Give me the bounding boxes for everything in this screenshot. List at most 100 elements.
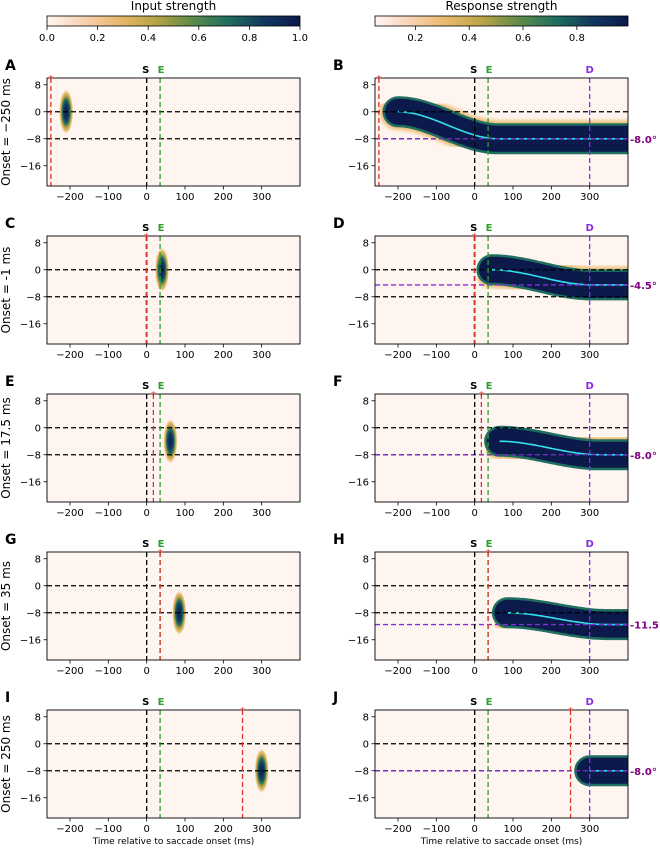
x-tick-label: 300 — [580, 192, 599, 203]
panel-letter: J — [332, 690, 338, 706]
x-tick-label: 200 — [542, 824, 561, 835]
y-tick-label: 8 — [35, 554, 41, 565]
y-tick-label: −16 — [348, 319, 369, 330]
colorbars: Input strength 0.0 0.2 0.4 0.6 0.8 1.0 Response… — [39, 0, 629, 44]
colorbar-tick-label: 0.4 — [140, 33, 156, 44]
y-tick-label: −16 — [348, 635, 369, 646]
x-tick-label: 200 — [214, 508, 233, 519]
x-tick-label: 0 — [143, 350, 149, 361]
response-panel-f: S E* D F −200 −100 0 100 200 300 8 0 −8 −16 -8.0° — [333, 374, 657, 519]
x-tick-label: 0 — [143, 824, 149, 835]
x-tick-label: −100 — [423, 508, 450, 519]
row-label: Onset = -1 ms — [0, 247, 13, 334]
onset-marker: * — [151, 390, 156, 401]
colorbar-tick-label: 0.6 — [515, 33, 531, 44]
y-tick-label: 8 — [35, 712, 41, 723]
x-tick-label: 100 — [175, 350, 194, 361]
colorbar-title: Input strength — [131, 0, 216, 13]
panel-letter: A — [5, 58, 16, 74]
onset-marker: * — [486, 548, 491, 559]
x-tick-label: 300 — [252, 824, 271, 835]
x-tick-label: 200 — [214, 192, 233, 203]
y-tick-label: −8 — [354, 134, 369, 145]
e-marker: E — [486, 223, 493, 234]
colorbar-tick-label: 0.6 — [191, 33, 207, 44]
y-tick-label: 0 — [363, 107, 369, 118]
y-tick-label: 8 — [363, 238, 369, 249]
onset-marker: * — [479, 390, 484, 401]
colorbar-title: Response strength — [446, 0, 558, 13]
onset-marker: * — [144, 232, 149, 243]
panel-letter: B — [333, 58, 344, 74]
x-tick-label: 300 — [580, 824, 599, 835]
plot-frame — [374, 709, 629, 819]
panel-letter: I — [5, 690, 10, 706]
row-label: Onset = 35 ms — [0, 561, 13, 651]
x-tick-label: −200 — [384, 508, 411, 519]
x-tick-label: −200 — [384, 350, 411, 361]
y-tick-label: −8 — [26, 766, 41, 777]
s-marker: S — [142, 223, 149, 234]
y-tick-label: −8 — [354, 608, 369, 619]
plot-frame — [46, 551, 301, 661]
x-tick-label: 0 — [471, 192, 477, 203]
colorbar-tick-label: 0.2 — [90, 33, 106, 44]
y-tick-label: 0 — [363, 581, 369, 592]
x-axis-label-left: Time relative to saccade onset (ms) — [92, 837, 255, 847]
input-panel-c: S E * C −200 −100 0 100 200 300 8 0 −8 −16 Onset = -1 … — [0, 216, 301, 361]
y-tick-label: 8 — [363, 396, 369, 407]
y-tick-label: −16 — [20, 161, 41, 172]
x-tick-label: 300 — [580, 666, 599, 677]
colorbar-gradient — [374, 15, 629, 27]
x-tick-label: 0 — [471, 666, 477, 677]
y-tick-label: −8 — [26, 608, 41, 619]
x-tick-label: 200 — [542, 666, 561, 677]
colorbar-tick-label: 0.8 — [569, 33, 585, 44]
x-tick-label: 100 — [503, 508, 522, 519]
s-marker: S — [470, 223, 477, 234]
panel-letter: F — [333, 374, 343, 390]
onset-marker: * — [376, 74, 381, 85]
x-tick-label: 100 — [503, 350, 522, 361]
x-tick-label: −100 — [95, 508, 122, 519]
x-tick-label: 0 — [471, 350, 477, 361]
x-tick-label: 100 — [175, 824, 194, 835]
x-tick-label: 0 — [143, 508, 149, 519]
y-tick-label: −8 — [354, 766, 369, 777]
decoded-value-label: -11.5° — [630, 621, 660, 632]
e-marker: E — [486, 539, 493, 550]
x-tick-label: −100 — [95, 824, 122, 835]
s-marker: S — [142, 381, 149, 392]
colorbar-tick-label: 0.2 — [407, 33, 423, 44]
s-marker: S — [470, 539, 477, 550]
y-tick-label: 0 — [35, 739, 41, 750]
x-tick-label: −200 — [56, 666, 83, 677]
y-tick-label: −8 — [354, 292, 369, 303]
colorbar-tick-label: 0.8 — [241, 33, 257, 44]
x-tick-label: −200 — [56, 508, 83, 519]
x-tick-label: −200 — [384, 824, 411, 835]
y-tick-label: −16 — [20, 635, 41, 646]
panel-letter: H — [333, 532, 345, 548]
onset-marker: * — [158, 548, 163, 559]
colorbar-tick-label: 1.0 — [292, 33, 308, 44]
colorbar-tick-label: 0.0 — [39, 33, 55, 44]
onset-marker: * — [240, 706, 245, 717]
x-tick-label: 200 — [542, 508, 561, 519]
response-panel-d: S E * D D −200 −100 0 100 200 300 8 0 −8 −16 -4.5° — [333, 216, 657, 361]
x-tick-label: 300 — [252, 666, 271, 677]
y-tick-label: 0 — [363, 739, 369, 750]
y-tick-label: 0 — [35, 265, 41, 276]
input-panel-g: S E* G −200 −100 0 100 200 300 8 0 −8 −16 Onset = 35 … — [0, 532, 301, 677]
d-marker: D — [586, 65, 594, 76]
colorbar-tick-label: 0.4 — [461, 33, 477, 44]
x-tick-label: 0 — [143, 192, 149, 203]
response-panel-b: S E * D B −200 −100 0 100 200 300 8 0 −8 −16 -8.0° — [333, 58, 657, 203]
x-tick-label: −100 — [423, 824, 450, 835]
e-marker: E — [158, 381, 165, 392]
y-tick-label: −16 — [348, 793, 369, 804]
s-marker: S — [142, 65, 149, 76]
s-marker: S — [142, 539, 149, 550]
d-marker: D — [586, 697, 594, 708]
row-label: Onset = 17.5 ms — [0, 397, 13, 499]
